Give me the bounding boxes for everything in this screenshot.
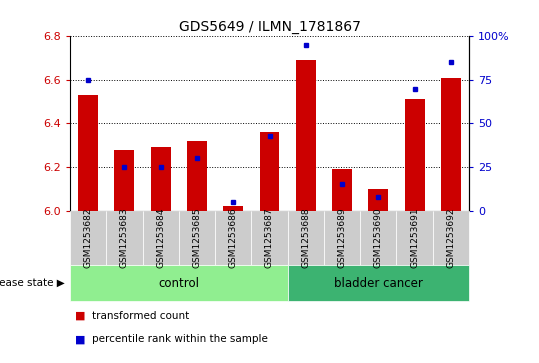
- Text: GSM1253682: GSM1253682: [84, 208, 93, 268]
- Bar: [332, 169, 352, 211]
- Bar: [223, 206, 243, 211]
- Bar: [405, 99, 425, 211]
- Bar: [368, 189, 388, 211]
- Text: percentile rank within the sample: percentile rank within the sample: [92, 334, 267, 344]
- Bar: [260, 132, 279, 211]
- Bar: [78, 95, 98, 211]
- Text: GSM1253683: GSM1253683: [120, 207, 129, 268]
- Text: GSM1253686: GSM1253686: [229, 207, 238, 268]
- Text: disease state ▶: disease state ▶: [0, 278, 65, 288]
- Text: GSM1253688: GSM1253688: [301, 207, 310, 268]
- Bar: [296, 60, 316, 211]
- Text: GSM1253684: GSM1253684: [156, 208, 165, 268]
- Text: GSM1253687: GSM1253687: [265, 207, 274, 268]
- Bar: [441, 78, 461, 211]
- Bar: [187, 141, 207, 211]
- Text: GSM1253690: GSM1253690: [374, 207, 383, 268]
- Text: ■: ■: [75, 334, 86, 344]
- Text: bladder cancer: bladder cancer: [334, 277, 423, 290]
- Text: GSM1253689: GSM1253689: [337, 207, 347, 268]
- Title: GDS5649 / ILMN_1781867: GDS5649 / ILMN_1781867: [178, 20, 361, 34]
- Bar: [114, 150, 134, 211]
- Bar: [151, 147, 171, 211]
- Text: GSM1253691: GSM1253691: [410, 207, 419, 268]
- Text: transformed count: transformed count: [92, 311, 189, 321]
- Text: control: control: [158, 277, 199, 290]
- Text: GSM1253685: GSM1253685: [192, 207, 202, 268]
- Text: GSM1253692: GSM1253692: [446, 208, 455, 268]
- Text: ■: ■: [75, 311, 86, 321]
